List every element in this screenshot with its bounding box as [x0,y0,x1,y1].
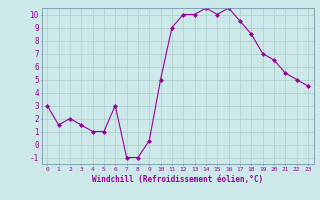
X-axis label: Windchill (Refroidissement éolien,°C): Windchill (Refroidissement éolien,°C) [92,175,263,184]
